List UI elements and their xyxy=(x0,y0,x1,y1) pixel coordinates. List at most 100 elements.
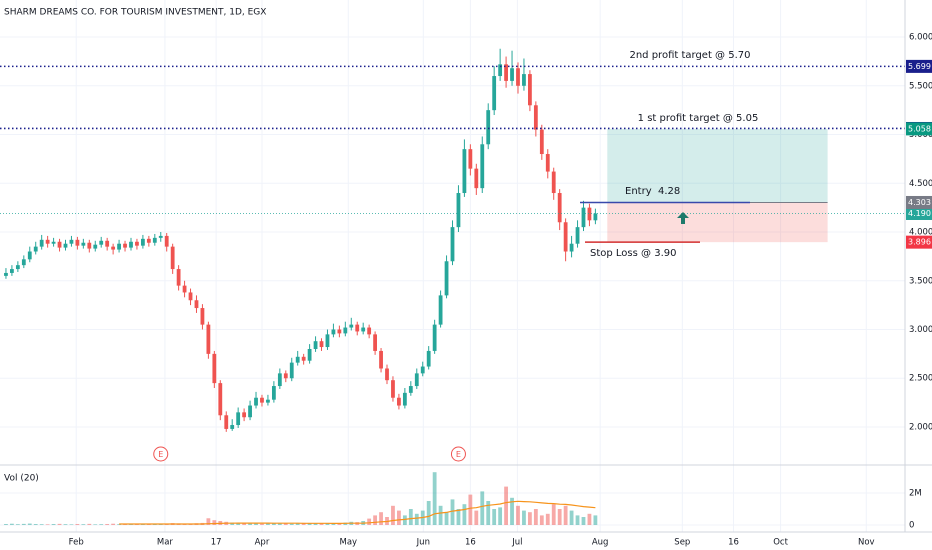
volume-bar xyxy=(391,505,395,525)
candle-body xyxy=(188,292,193,301)
candle-body xyxy=(295,356,300,363)
candle-body xyxy=(224,415,229,429)
volume-bar xyxy=(301,522,306,525)
plot: 2.0002.5003.0003.5004.0004.5005.0005.500… xyxy=(0,33,932,548)
candle-body xyxy=(408,386,413,393)
candle-body xyxy=(111,246,116,250)
candle-body xyxy=(266,399,270,403)
earnings-marker xyxy=(450,446,466,462)
volume-bar xyxy=(462,504,467,525)
candle-body xyxy=(206,324,211,354)
volume-bar xyxy=(486,501,491,525)
candle-body xyxy=(152,237,157,243)
volume-bar xyxy=(563,505,568,525)
annotation: Entry 4.28 xyxy=(625,186,680,197)
volume-bar xyxy=(242,523,247,525)
volume-bar xyxy=(206,518,211,525)
volume-bar xyxy=(15,524,20,525)
candle-body xyxy=(539,129,544,155)
candle-body xyxy=(57,241,62,248)
position-tag-label: 5.058 xyxy=(908,124,931,133)
volume-bar xyxy=(480,491,485,525)
candle-body xyxy=(462,149,467,194)
y-tick-label: 2.000 xyxy=(909,422,932,432)
volume-bar xyxy=(105,524,110,525)
candle-body xyxy=(212,353,217,384)
x-tick-label: Jun xyxy=(416,538,430,548)
candle-body xyxy=(581,207,586,228)
volume-bar xyxy=(533,509,538,525)
candle-body xyxy=(533,105,538,130)
volume-bar xyxy=(551,504,556,525)
candle-body xyxy=(271,386,276,400)
earnings-label: E xyxy=(456,450,461,459)
volume-bar xyxy=(51,524,56,525)
level-tag-label: 4.190 xyxy=(908,209,931,218)
volume-bar xyxy=(81,524,86,525)
candle-body xyxy=(194,300,199,309)
candle-body xyxy=(307,348,312,361)
candle-body xyxy=(575,227,580,244)
candle-body xyxy=(468,149,473,169)
candle-body xyxy=(140,238,145,246)
candle-body xyxy=(170,246,175,270)
volume-bar xyxy=(313,523,318,525)
volume-bar xyxy=(528,512,532,525)
candle-body xyxy=(277,373,282,387)
volume-title: Vol (20) xyxy=(4,474,39,484)
candle-body xyxy=(248,405,252,418)
volume-bar xyxy=(33,524,38,525)
volume-bar xyxy=(522,510,526,525)
candle-body xyxy=(414,373,419,387)
candle-body xyxy=(301,356,306,361)
candle-body xyxy=(15,265,20,270)
position-tag xyxy=(906,122,932,136)
volume-bar xyxy=(444,512,449,525)
candle-body xyxy=(4,272,8,276)
volume-bar xyxy=(438,505,443,525)
volume-bar xyxy=(123,524,127,525)
candle-body xyxy=(176,269,181,286)
candle-body xyxy=(426,350,431,367)
y-tick-label: 3.000 xyxy=(909,325,932,335)
candle-body xyxy=(33,246,38,252)
volume-bar xyxy=(504,486,508,525)
volume-bar xyxy=(75,524,80,525)
position-tag-label: 3.896 xyxy=(908,238,931,247)
volume-bar xyxy=(283,523,288,525)
volume-ma-line xyxy=(119,500,596,525)
x-tick-label: Oct xyxy=(773,538,788,548)
volume-bar xyxy=(230,522,235,525)
volume-bar xyxy=(277,523,282,525)
candle-body xyxy=(373,334,377,351)
earnings-marker xyxy=(153,446,169,462)
candle-body xyxy=(93,244,98,249)
candle-body xyxy=(289,362,294,379)
candle-body xyxy=(21,259,26,266)
candle-body xyxy=(99,240,104,245)
volume-bar xyxy=(575,515,580,525)
volume-bar xyxy=(87,523,92,525)
candle-body xyxy=(551,171,556,194)
earnings-label: E xyxy=(158,450,163,459)
candle-body xyxy=(10,269,14,273)
candle-body xyxy=(129,241,133,248)
volume-bar xyxy=(516,505,520,525)
level-tag-label: 5.699 xyxy=(908,62,931,71)
candle-body xyxy=(51,241,56,244)
candle-body xyxy=(63,243,68,248)
volume-bar xyxy=(4,524,8,525)
volume-bar xyxy=(254,523,258,525)
volume-bar xyxy=(27,523,32,525)
volume-bar xyxy=(289,523,294,525)
candle-body xyxy=(319,341,324,348)
candle-body xyxy=(498,64,503,77)
candle-body xyxy=(474,168,479,189)
candle-body xyxy=(492,76,497,111)
candle-body xyxy=(182,285,187,293)
volume-bar xyxy=(426,501,431,525)
volume-bar xyxy=(510,497,514,525)
candle-body xyxy=(331,329,336,335)
y-tick-label: 4.000 xyxy=(909,228,932,238)
candle-body xyxy=(444,261,449,296)
